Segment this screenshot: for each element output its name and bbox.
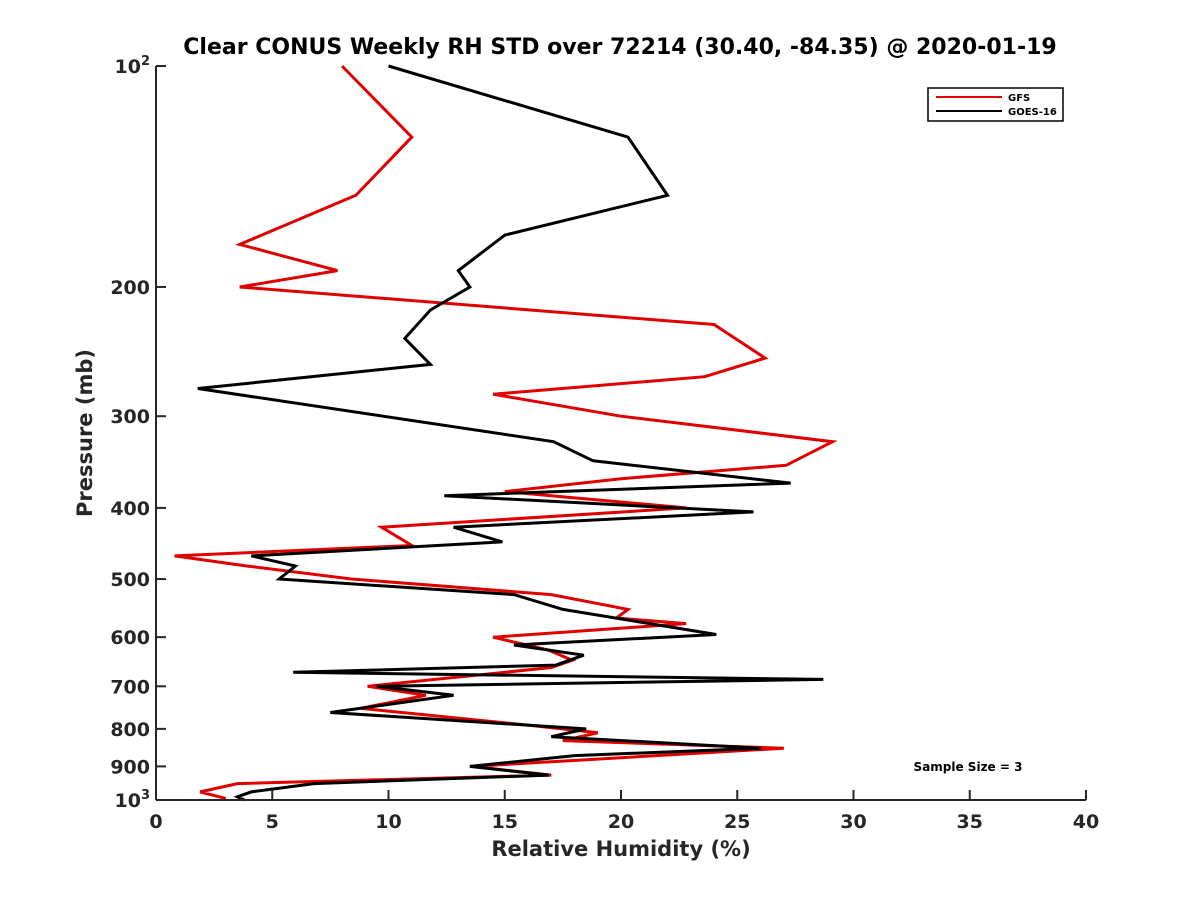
y-axis-label: Pressure (mb) xyxy=(73,349,97,517)
legend: GFS GOES-16 xyxy=(927,87,1064,122)
legend-goes16-label: GOES-16 xyxy=(1008,107,1057,118)
y-tick-label: 700 xyxy=(110,676,150,698)
x-tick-label: 25 xyxy=(724,811,750,833)
legend-box xyxy=(927,87,1064,122)
x-tick-label: 35 xyxy=(957,811,983,833)
y-tick-label: 200 xyxy=(110,277,150,299)
y-tick-label: 600 xyxy=(110,627,150,649)
y-tick-label: 102 xyxy=(115,54,151,78)
x-tick-label: 0 xyxy=(149,811,162,833)
y-tick-label: 400 xyxy=(110,498,150,520)
y-tick-label: 900 xyxy=(110,756,150,778)
y-axis-ticks: 102 200 300 400 500 600 700 800 900 103 xyxy=(110,54,166,812)
x-tick-label: 10 xyxy=(375,811,401,833)
x-axis-label: Relative Humidity (%) xyxy=(491,837,750,861)
sample-size-annotation: Sample Size = 3 xyxy=(914,760,1023,774)
legend-gfs-label: GFS xyxy=(1008,93,1030,104)
x-axis-ticks: 0 5 10 15 20 25 30 35 40 xyxy=(149,790,1099,833)
plot-area xyxy=(174,64,838,802)
series-line-gfs xyxy=(174,64,838,800)
y-tick-label: 500 xyxy=(110,569,150,591)
x-tick-label: 20 xyxy=(608,811,634,833)
plot-frame xyxy=(156,66,1086,800)
x-tick-label: 5 xyxy=(266,811,279,833)
y-tick-label: 800 xyxy=(110,719,150,741)
chart-title: Clear CONUS Weekly RH STD over 72214 (30… xyxy=(183,35,1056,60)
x-tick-label: 40 xyxy=(1073,811,1099,833)
y-tick-label: 300 xyxy=(110,406,150,428)
x-tick-label: 30 xyxy=(840,811,866,833)
x-tick-label: 15 xyxy=(492,811,518,833)
y-tick-label: 103 xyxy=(115,788,151,812)
series-line-goes-16 xyxy=(197,64,824,802)
